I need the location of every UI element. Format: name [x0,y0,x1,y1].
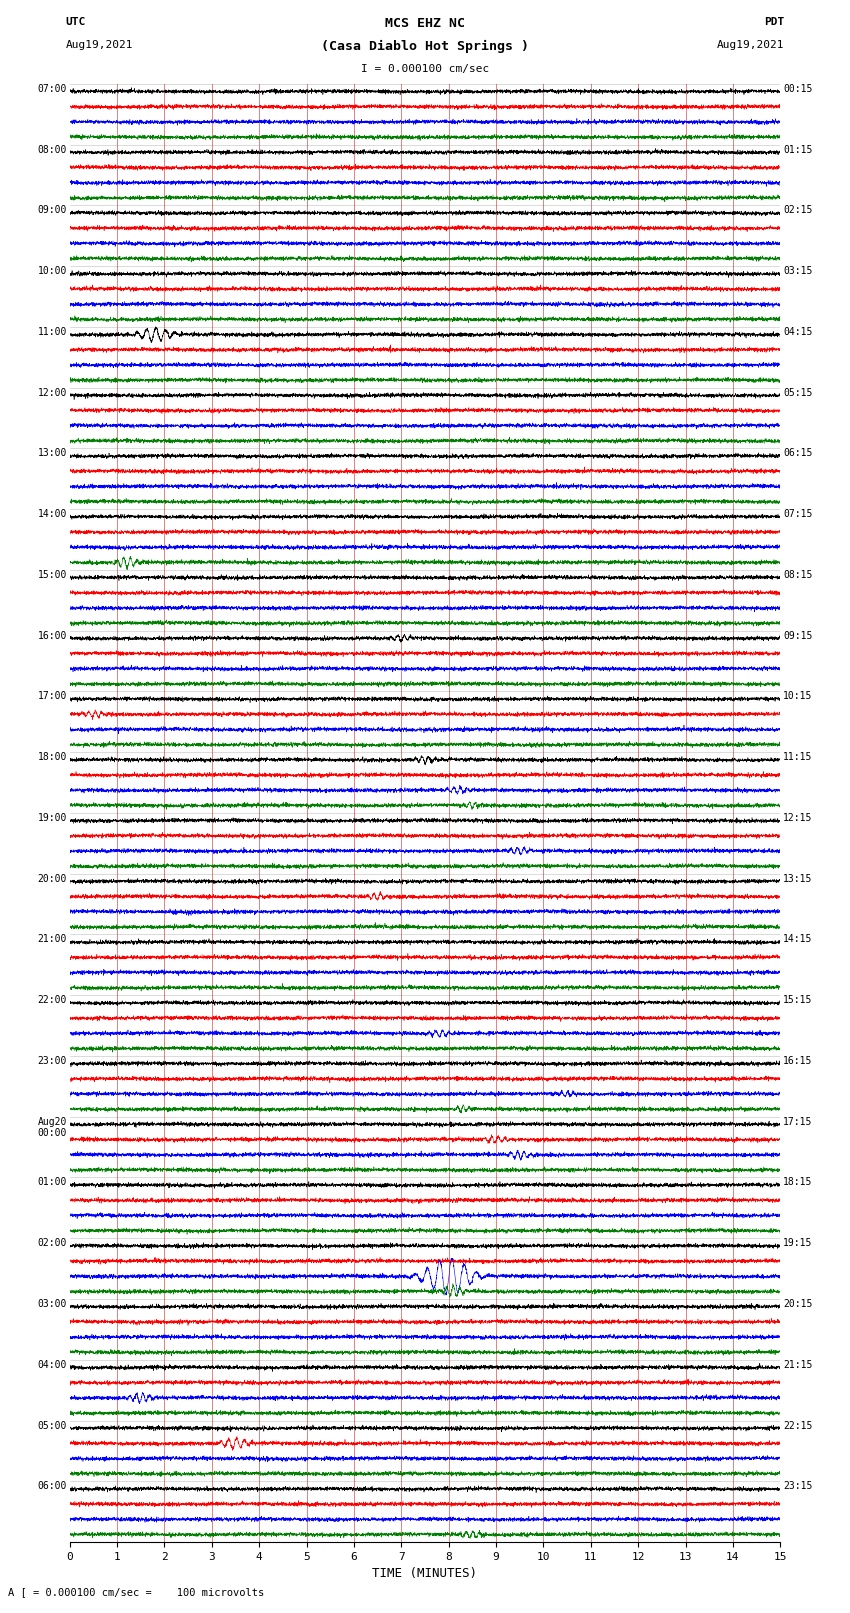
Text: 04:15: 04:15 [783,327,813,337]
Text: I = 0.000100 cm/sec: I = 0.000100 cm/sec [361,65,489,74]
Text: 08:00: 08:00 [37,145,67,155]
Text: 05:15: 05:15 [783,387,813,398]
Text: 17:00: 17:00 [37,692,67,702]
Text: 03:15: 03:15 [783,266,813,276]
Text: 13:00: 13:00 [37,448,67,458]
Text: 02:00: 02:00 [37,1239,67,1248]
Text: 15:15: 15:15 [783,995,813,1005]
Text: 03:00: 03:00 [37,1298,67,1310]
Text: A [ = 0.000100 cm/sec =    100 microvolts: A [ = 0.000100 cm/sec = 100 microvolts [8,1587,264,1597]
Text: 07:15: 07:15 [783,510,813,519]
Text: 22:15: 22:15 [783,1421,813,1431]
Text: 11:00: 11:00 [37,327,67,337]
Text: 14:15: 14:15 [783,934,813,945]
Text: UTC: UTC [65,16,86,27]
Text: 19:15: 19:15 [783,1239,813,1248]
Text: PDT: PDT [764,16,785,27]
Text: MCS EHZ NC: MCS EHZ NC [385,16,465,29]
Text: 06:15: 06:15 [783,448,813,458]
Text: 18:15: 18:15 [783,1177,813,1187]
Text: 12:15: 12:15 [783,813,813,823]
Text: 23:15: 23:15 [783,1481,813,1492]
Text: 11:15: 11:15 [783,752,813,763]
Text: 10:00: 10:00 [37,266,67,276]
Text: 06:00: 06:00 [37,1481,67,1492]
Text: 01:15: 01:15 [783,145,813,155]
Text: 05:00: 05:00 [37,1421,67,1431]
Text: 17:15: 17:15 [783,1116,813,1127]
Text: 09:15: 09:15 [783,631,813,640]
Text: 00:15: 00:15 [783,84,813,94]
Text: 13:15: 13:15 [783,874,813,884]
Text: 02:15: 02:15 [783,205,813,216]
Text: 15:00: 15:00 [37,569,67,581]
Text: 16:15: 16:15 [783,1057,813,1066]
Text: 18:00: 18:00 [37,752,67,763]
Text: (Casa Diablo Hot Springs ): (Casa Diablo Hot Springs ) [321,40,529,53]
Text: 04:00: 04:00 [37,1360,67,1369]
Text: 19:00: 19:00 [37,813,67,823]
Text: 09:00: 09:00 [37,205,67,216]
Text: Aug19,2021: Aug19,2021 [65,40,133,50]
Text: 12:00: 12:00 [37,387,67,398]
Text: 07:00: 07:00 [37,84,67,94]
Text: Aug19,2021: Aug19,2021 [717,40,785,50]
Text: 10:15: 10:15 [783,692,813,702]
Text: 20:00: 20:00 [37,874,67,884]
Text: 14:00: 14:00 [37,510,67,519]
Text: 01:00: 01:00 [37,1177,67,1187]
Text: 08:15: 08:15 [783,569,813,581]
Text: 21:15: 21:15 [783,1360,813,1369]
X-axis label: TIME (MINUTES): TIME (MINUTES) [372,1568,478,1581]
Text: 16:00: 16:00 [37,631,67,640]
Text: 23:00: 23:00 [37,1057,67,1066]
Text: 21:00: 21:00 [37,934,67,945]
Text: 22:00: 22:00 [37,995,67,1005]
Text: Aug20
00:00: Aug20 00:00 [37,1116,67,1139]
Text: 20:15: 20:15 [783,1298,813,1310]
